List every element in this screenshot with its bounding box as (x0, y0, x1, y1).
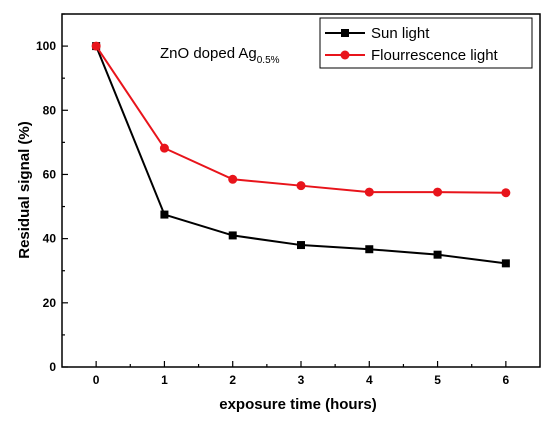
y-axis: 0 20 40 60 80 100 (36, 13, 68, 374)
x-tick-label: 3 (298, 373, 305, 387)
data-point-sun (228, 231, 237, 240)
y-axis-title: Residual signal (%) (16, 121, 33, 259)
data-point-fluorescence (91, 41, 101, 51)
data-point-fluorescence (159, 143, 169, 153)
x-tick-label: 0 (93, 373, 100, 387)
legend-label-sun: Sun light (371, 25, 430, 42)
x-axis-title: exposure time (hours) (219, 396, 377, 413)
y-tick-label: 80 (43, 103, 57, 117)
y-tick-label: 20 (43, 296, 57, 310)
x-tick-label: 2 (229, 373, 236, 387)
y-tick-label: 40 (43, 232, 57, 246)
x-tick-label: 6 (503, 373, 510, 387)
y-tick-label: 0 (49, 360, 56, 374)
x-tick-label: 5 (434, 373, 441, 387)
data-point-fluorescence (228, 174, 238, 184)
legend-box (319, 17, 533, 69)
y-tick-label: 60 (43, 167, 57, 181)
series-layer (91, 41, 511, 268)
x-tick-label: 1 (161, 373, 168, 387)
legend-sample-fluor-marker (340, 50, 350, 60)
annotation-main: ZnO doped Ag (160, 45, 257, 62)
data-point-sun (433, 250, 442, 259)
data-point-sun (501, 259, 510, 268)
x-axis: 0 1 2 3 4 5 6 (93, 361, 510, 387)
data-point-fluorescence (501, 188, 511, 198)
y-tick-label: 100 (36, 39, 56, 53)
data-point-fluorescence (433, 187, 443, 197)
annotation-subscript: 0.5% (257, 55, 280, 66)
data-point-fluorescence (364, 187, 374, 197)
legend-label-fluor: Flourrescence light (371, 47, 499, 64)
legend: Sun light Flourrescence light (319, 17, 533, 69)
x-tick-label: 4 (366, 373, 373, 387)
annotation-label: ZnO doped Ag0.5% (160, 45, 280, 66)
data-point-sun (160, 210, 169, 219)
series-line-sun (95, 45, 506, 265)
data-point-sun (297, 241, 305, 250)
data-point-sun (365, 245, 374, 254)
legend-sample-sun-marker (341, 29, 349, 37)
data-point-fluorescence (296, 181, 306, 191)
